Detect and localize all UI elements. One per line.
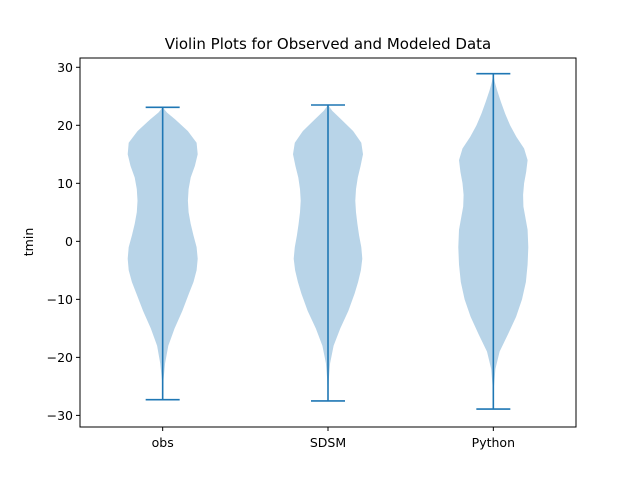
y-tick-label: 30 (57, 60, 73, 75)
y-tick-label: −30 (47, 408, 73, 423)
x-tick-label-obs: obs (152, 435, 174, 450)
violins-group (127, 72, 529, 410)
y-tick-label: −20 (47, 350, 73, 365)
y-axis-ticks: −30 −20 −10 0 10 20 30 (47, 60, 80, 423)
y-tick-label: −10 (47, 292, 73, 307)
y-tick-label: 10 (57, 176, 73, 191)
y-tick-label: 0 (65, 234, 73, 249)
x-axis-ticks: obs SDSM Python (152, 427, 515, 450)
y-axis-label: tmin (21, 228, 36, 256)
chart-title: Violin Plots for Observed and Modeled Da… (165, 35, 491, 53)
y-tick-label: 20 (57, 118, 73, 133)
plot-area-frame (79, 57, 577, 428)
x-tick-label-sdsm: SDSM (310, 435, 346, 450)
x-tick-label-python: Python (472, 435, 515, 450)
